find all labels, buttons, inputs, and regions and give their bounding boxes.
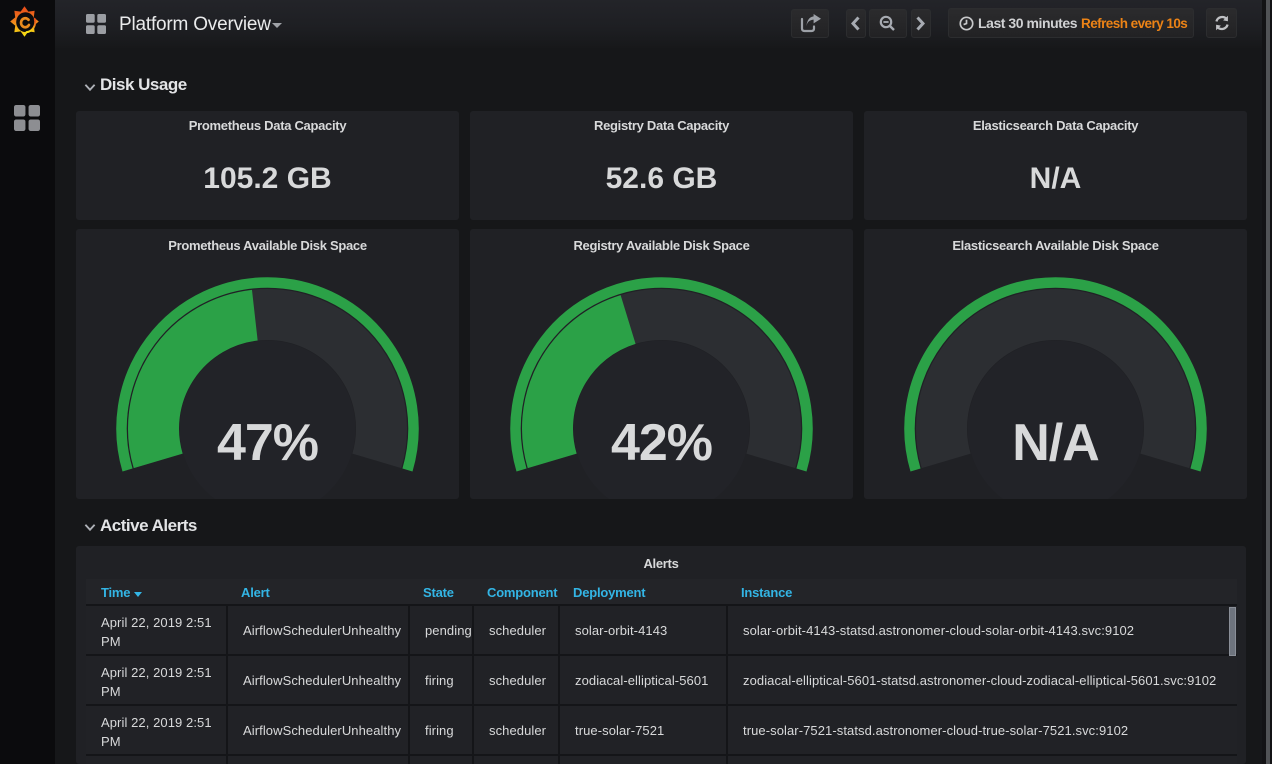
svg-text:42%: 42% [611, 414, 712, 472]
svg-text:47%: 47% [217, 414, 318, 472]
svg-text:N/A: N/A [1012, 414, 1099, 472]
